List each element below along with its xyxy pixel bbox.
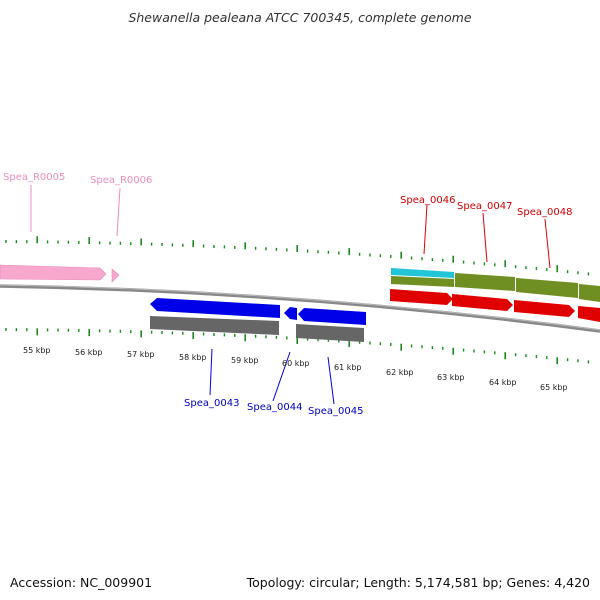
- accession-text: Accession: NC_009901: [10, 575, 153, 590]
- gene-label: Spea_0047: [457, 201, 512, 212]
- feature-spea-0045[interactable]: [298, 308, 366, 325]
- kbp-label: 58 kbp: [179, 353, 207, 362]
- gene-bar-spea-0044-0045: [296, 324, 364, 342]
- gene-label: Spea_0043: [184, 398, 239, 409]
- kbp-label: 59 kbp: [231, 356, 259, 365]
- genome-backbone: [0, 284, 600, 333]
- kbp-label: 62 kbp: [386, 368, 414, 377]
- cog-bar-spea-0048: [516, 278, 600, 302]
- feature-spea-r0006[interactable]: [111, 268, 120, 283]
- gene-label: Spea_0045: [308, 406, 363, 417]
- feature-spea-0046[interactable]: [390, 289, 453, 305]
- kbp-label: 56 kbp: [75, 348, 103, 357]
- gene-label: Spea_R0006: [90, 175, 152, 186]
- feature-spea-0043[interactable]: [150, 298, 280, 318]
- gene-label: Spea_0048: [517, 207, 572, 218]
- kbp-label: 55 kbp: [23, 346, 51, 355]
- gene-bar-spea-0043: [150, 316, 279, 335]
- gene-label: Spea_0046: [400, 195, 455, 206]
- outer-tick-row: [5, 236, 590, 276]
- feature-spea-r0005[interactable]: [0, 264, 107, 281]
- kbp-label: 61 kbp: [334, 363, 362, 372]
- kbp-label: 60 kbp: [282, 359, 310, 368]
- feature-spea-0047[interactable]: [452, 294, 513, 311]
- kbp-label: 64 kbp: [489, 378, 517, 387]
- cog-bar-spea-0047: [455, 273, 515, 291]
- feature-spea-0044[interactable]: [284, 307, 297, 320]
- cog-bar-spea-0046: [391, 268, 454, 287]
- map-title: Shewanella pealeana ATCC 700345, complet…: [128, 10, 472, 25]
- gene-label: Spea_R0005: [3, 172, 65, 183]
- kbp-label: 57 kbp: [127, 350, 155, 359]
- kbp-label: 65 kbp: [540, 383, 568, 392]
- feature-spea-0048[interactable]: [514, 300, 600, 322]
- inner-tick-row: [5, 328, 590, 365]
- kbp-label: 63 kbp: [437, 373, 465, 382]
- genome-summary: Topology: circular; Length: 5,174,581 bp…: [246, 575, 590, 590]
- gene-label: Spea_0044: [247, 402, 302, 413]
